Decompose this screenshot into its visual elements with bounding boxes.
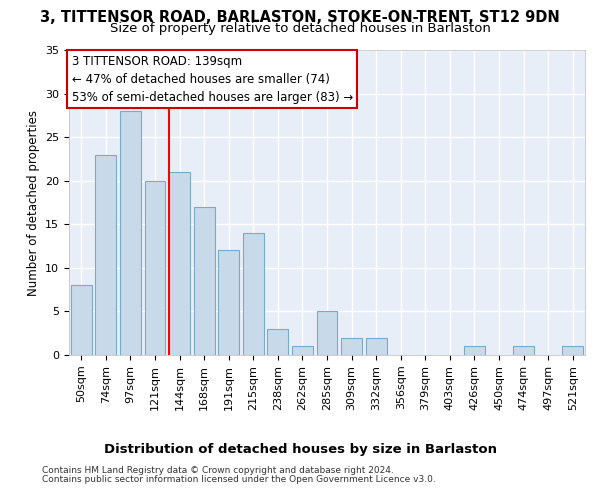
Bar [71,286,92,355]
Text: 3 TITTENSOR ROAD: 139sqm
← 47% of detached houses are smaller (74)
53% of semi-d: 3 TITTENSOR ROAD: 139sqm ← 47% of detach… [71,54,353,104]
Text: Contains HM Land Registry data © Crown copyright and database right 2024.: Contains HM Land Registry data © Crown c… [42,466,394,475]
Bar [292,346,313,355]
Bar [218,250,239,355]
Bar [120,111,141,355]
Text: Contains public sector information licensed under the Open Government Licence v3: Contains public sector information licen… [42,475,436,484]
Bar [268,329,289,355]
Bar [365,338,386,355]
Bar [243,233,264,355]
Bar [464,346,485,355]
Text: 3, TITTENSOR ROAD, BARLASTON, STOKE-ON-TRENT, ST12 9DN: 3, TITTENSOR ROAD, BARLASTON, STOKE-ON-T… [40,10,560,25]
Bar [145,180,166,355]
Bar [317,312,337,355]
Y-axis label: Number of detached properties: Number of detached properties [26,110,40,296]
Bar [95,154,116,355]
Bar [194,207,215,355]
Bar [341,338,362,355]
Text: Distribution of detached houses by size in Barlaston: Distribution of detached houses by size … [104,442,497,456]
Bar [562,346,583,355]
Text: Size of property relative to detached houses in Barlaston: Size of property relative to detached ho… [110,22,490,35]
Bar [513,346,534,355]
Bar [169,172,190,355]
